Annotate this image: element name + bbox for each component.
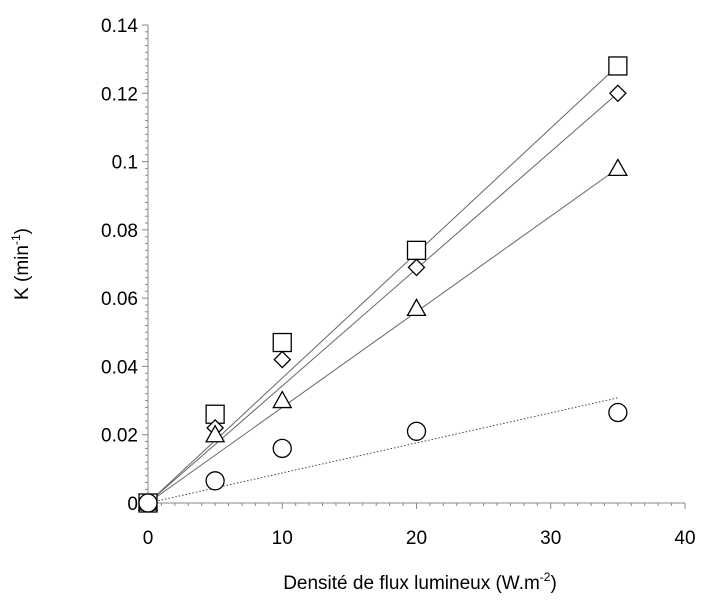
trendline-diamond <box>147 92 619 504</box>
y-axis-title-end: ) <box>12 228 33 234</box>
point-triangle <box>607 158 628 177</box>
point-diamond <box>407 258 426 277</box>
data-points <box>137 56 628 513</box>
point-circle <box>406 421 427 441</box>
x-tick-label: 40 <box>674 528 695 549</box>
y-tick-label: 0.02 <box>101 426 138 447</box>
point-circle <box>608 402 628 423</box>
y-tick-label: 0.1 <box>112 153 138 174</box>
y-tick-label: 0.08 <box>101 221 138 242</box>
x-tick-label: 0 <box>143 528 154 549</box>
x-tick-label: 30 <box>540 528 561 549</box>
trendline-triangle <box>147 167 619 504</box>
y-tick-label: 0.12 <box>101 84 138 105</box>
point-diamond <box>608 84 627 103</box>
trendline-square <box>147 65 619 504</box>
point-triangle <box>205 424 226 443</box>
point-triangle <box>406 298 427 317</box>
y-tick-label: 0.04 <box>101 357 138 378</box>
x-axis-title-sup: -2 <box>540 570 551 584</box>
point-circle <box>272 438 292 459</box>
y-axis-title-main: K (min <box>12 245 33 300</box>
point-square <box>608 56 628 76</box>
point-square <box>406 240 427 260</box>
y-tick-label: 0.06 <box>101 289 138 310</box>
x-axis-title-end: ) <box>550 573 556 594</box>
y-axis-title: K (min-1) <box>9 228 33 300</box>
y-axis-title-sup: -1 <box>9 234 23 245</box>
point-triangle <box>272 390 293 409</box>
ticks: 0 0.02 0.04 0.06 0.08 0.1 0.12 0.14 0 10 20 30 40 <box>101 16 696 549</box>
x-axis-title: Densité de flux lumineux (W.m-2) <box>283 570 557 594</box>
trendlines <box>147 65 619 504</box>
y-tick-label: 0 <box>127 494 138 515</box>
x-tick-label: 20 <box>406 528 427 549</box>
x-axis-title-main: Densité de flux lumineux (W.m <box>283 573 540 594</box>
point-diamond <box>273 350 292 369</box>
point-circle <box>138 493 158 513</box>
point-circle <box>205 471 225 491</box>
y-tick-label: 0.14 <box>101 16 138 37</box>
point-square <box>272 332 292 353</box>
x-tick-label: 10 <box>272 528 293 549</box>
